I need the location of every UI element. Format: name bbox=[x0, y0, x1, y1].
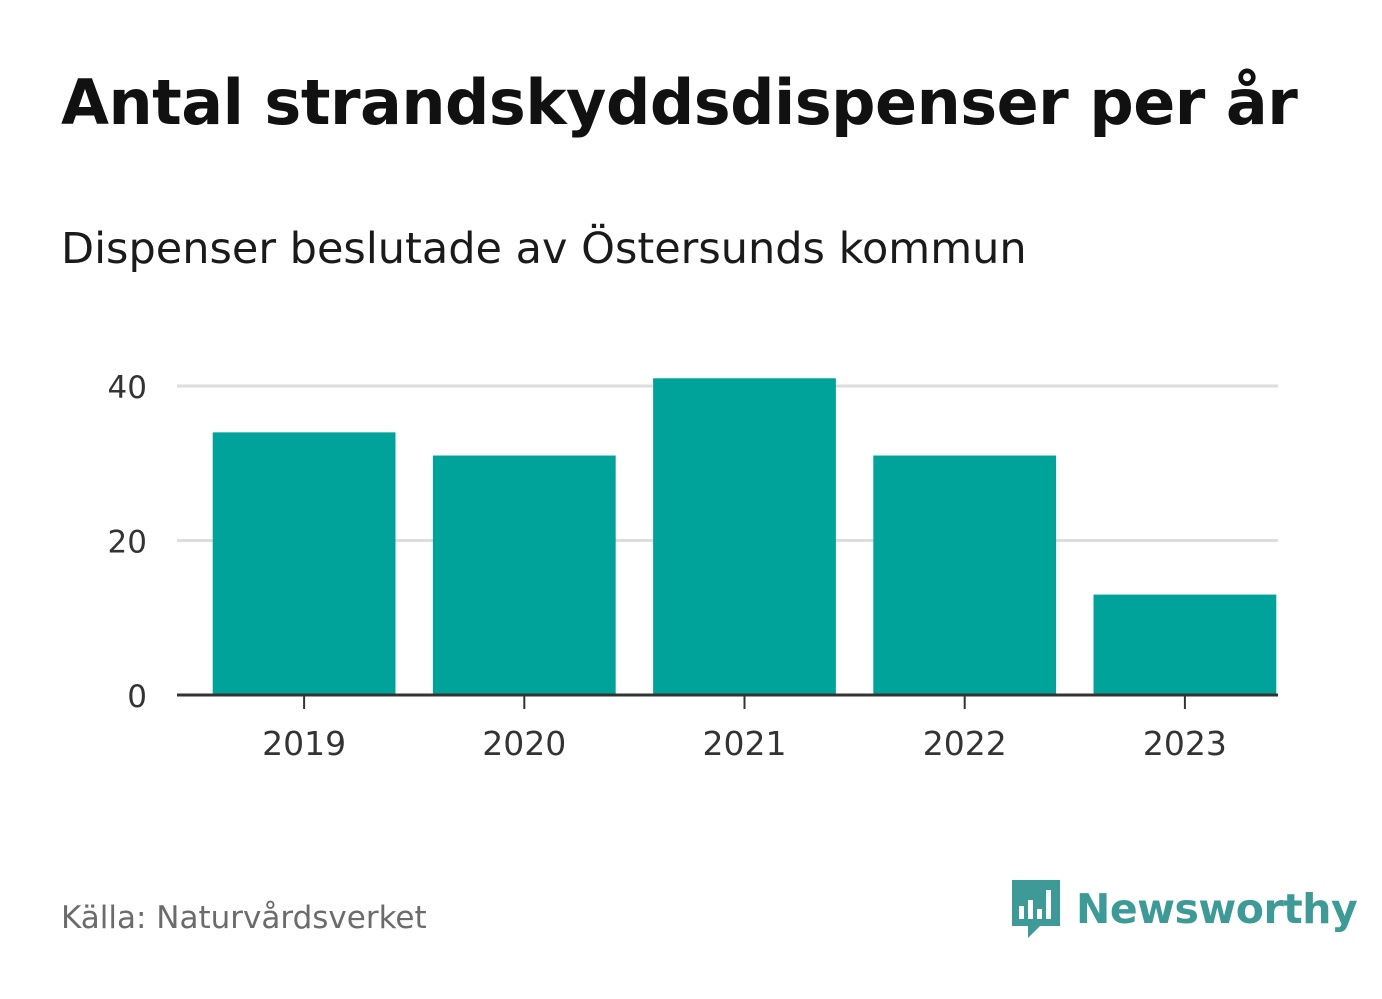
source-note: Källa: Naturvårdsverket bbox=[61, 900, 427, 936]
x-tick-label: 2020 bbox=[482, 724, 566, 763]
bar-chart-speech-bubble-icon bbox=[1012, 880, 1060, 938]
brand-name: Newsworthy bbox=[1076, 885, 1358, 933]
bars bbox=[212, 378, 1277, 695]
brand-logo-group: Newsworthy bbox=[1010, 878, 1358, 940]
y-tick-label: 40 bbox=[108, 370, 147, 406]
bar-2020 bbox=[432, 455, 616, 695]
bar-2022 bbox=[873, 455, 1057, 695]
x-tick-label: 2022 bbox=[923, 724, 1007, 763]
x-tick-label: 2023 bbox=[1143, 724, 1227, 763]
x-tick-label: 2019 bbox=[262, 724, 346, 763]
axes: 0 20 40 2019 2020 2021 2022 2023 bbox=[108, 370, 1278, 763]
chart-subtitle: Dispenser beslutade av Östersunds kommun bbox=[61, 224, 1027, 274]
y-tick-label: 0 bbox=[127, 679, 147, 715]
y-tick-label: 20 bbox=[108, 525, 147, 561]
bar-2023 bbox=[1093, 594, 1277, 695]
bar-2019 bbox=[212, 432, 396, 695]
x-tick-label: 2021 bbox=[703, 724, 787, 763]
bar-2021 bbox=[653, 378, 836, 695]
chart-title: Antal strandskyddsdispenser per år bbox=[61, 66, 1298, 139]
